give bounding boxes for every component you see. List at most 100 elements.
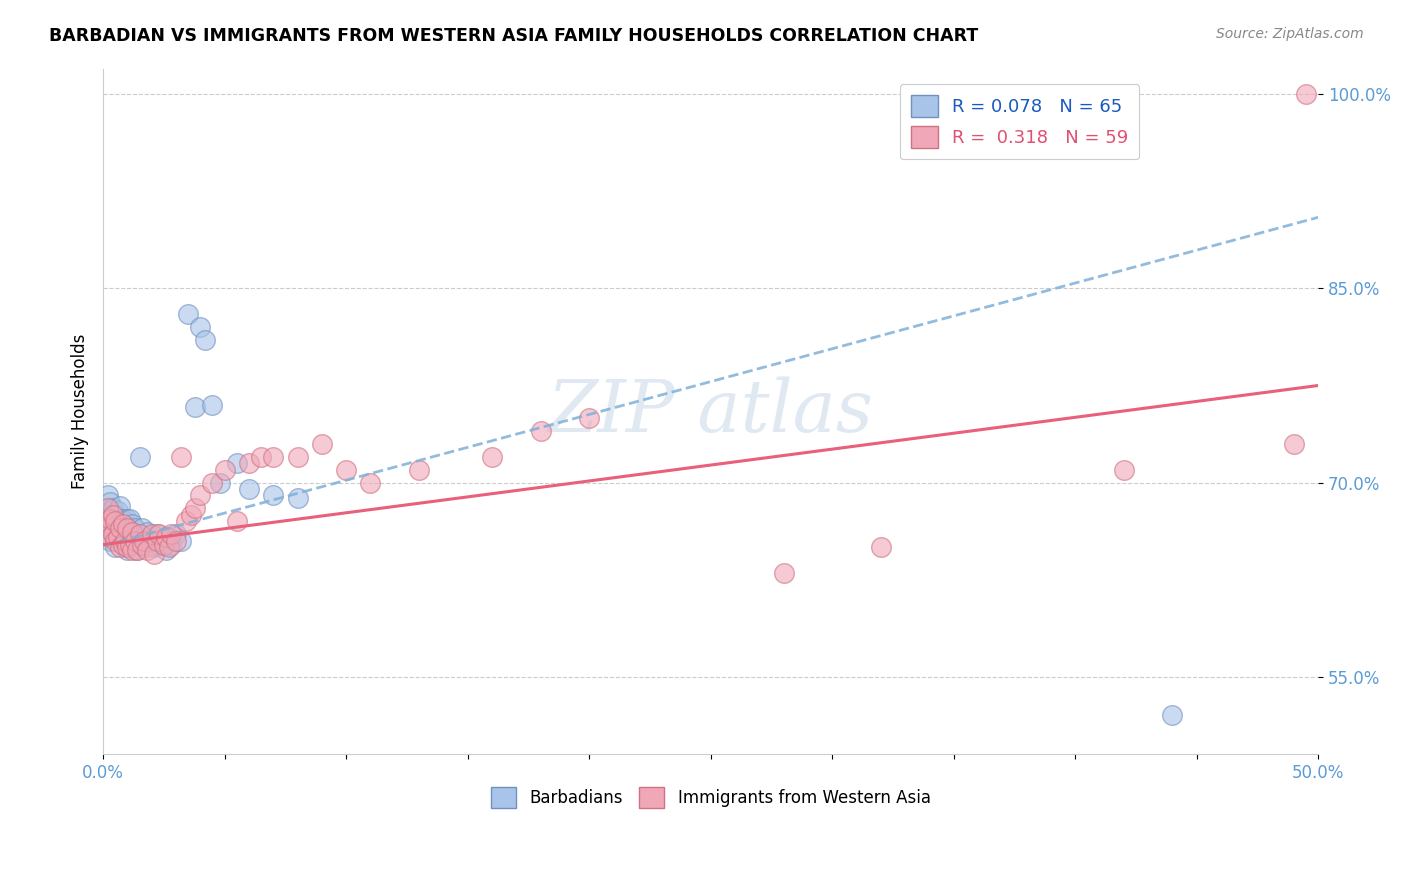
Point <box>145 527 167 541</box>
Point <box>117 542 139 557</box>
Point <box>101 508 124 522</box>
Point <box>143 547 166 561</box>
Point <box>772 566 794 580</box>
Point <box>94 514 117 528</box>
Point <box>108 521 131 535</box>
Point <box>408 462 430 476</box>
Point <box>214 462 236 476</box>
Point <box>131 538 153 552</box>
Point <box>155 542 177 557</box>
Point <box>101 501 124 516</box>
Point <box>94 514 117 528</box>
Point <box>157 530 180 544</box>
Point <box>100 530 122 544</box>
Point <box>117 540 139 554</box>
Text: Source: ZipAtlas.com: Source: ZipAtlas.com <box>1216 27 1364 41</box>
Point <box>124 521 146 535</box>
Point <box>118 538 141 552</box>
Point <box>225 456 247 470</box>
Point <box>114 530 136 544</box>
Point <box>134 533 156 548</box>
Point <box>117 521 139 535</box>
Point <box>97 508 120 522</box>
Point <box>262 450 284 464</box>
Point <box>160 538 183 552</box>
Point <box>184 501 207 516</box>
Point <box>143 540 166 554</box>
Point <box>869 540 891 554</box>
Text: BARBADIAN VS IMMIGRANTS FROM WESTERN ASIA FAMILY HOUSEHOLDS CORRELATION CHART: BARBADIAN VS IMMIGRANTS FROM WESTERN ASI… <box>49 27 979 45</box>
Point <box>1112 462 1135 476</box>
Point <box>128 450 150 464</box>
Point <box>225 514 247 528</box>
Point <box>135 524 157 539</box>
Point <box>97 521 120 535</box>
Point <box>188 488 211 502</box>
Point <box>111 512 134 526</box>
Point <box>97 501 120 516</box>
Point <box>104 527 127 541</box>
Point <box>97 521 120 535</box>
Point <box>100 512 122 526</box>
Point <box>335 462 357 476</box>
Point <box>1282 436 1305 450</box>
Point <box>165 533 187 548</box>
Point <box>104 508 127 522</box>
Point <box>101 527 124 541</box>
Point <box>529 424 551 438</box>
Point <box>108 540 131 554</box>
Point <box>128 527 150 541</box>
Point <box>100 495 122 509</box>
Point <box>311 436 333 450</box>
Point <box>104 516 127 531</box>
Point <box>114 514 136 528</box>
Point <box>287 491 309 505</box>
Point <box>108 533 131 548</box>
Point <box>1161 708 1184 723</box>
Point <box>155 530 177 544</box>
Point <box>170 450 193 464</box>
Point <box>177 307 200 321</box>
Point <box>262 488 284 502</box>
Point <box>184 401 207 415</box>
Point <box>170 533 193 548</box>
Point <box>107 516 129 531</box>
Point <box>111 538 134 552</box>
Point <box>153 538 176 552</box>
Point <box>107 504 129 518</box>
Point <box>250 450 273 464</box>
Point <box>238 482 260 496</box>
Point <box>141 533 163 548</box>
Point <box>97 488 120 502</box>
Point <box>160 527 183 541</box>
Point <box>114 533 136 548</box>
Point <box>131 521 153 535</box>
Point <box>108 499 131 513</box>
Point <box>148 527 170 541</box>
Point <box>107 530 129 544</box>
Point <box>481 450 503 464</box>
Point <box>174 514 197 528</box>
Point <box>111 527 134 541</box>
Point <box>121 524 143 539</box>
Point <box>238 456 260 470</box>
Point <box>578 410 600 425</box>
Point <box>359 475 381 490</box>
Point <box>180 508 202 522</box>
Point <box>165 527 187 541</box>
Point <box>104 533 127 548</box>
Point <box>94 527 117 541</box>
Point <box>104 514 127 528</box>
Point <box>157 540 180 554</box>
Y-axis label: Family Households: Family Households <box>72 334 89 489</box>
Point <box>194 333 217 347</box>
Point <box>127 542 149 557</box>
Point <box>148 538 170 552</box>
Point <box>141 527 163 541</box>
Point <box>124 533 146 548</box>
Point <box>118 540 141 554</box>
Point <box>287 450 309 464</box>
Point <box>134 533 156 548</box>
Legend: Barbadians, Immigrants from Western Asia: Barbadians, Immigrants from Western Asia <box>484 780 938 814</box>
Point <box>101 514 124 528</box>
